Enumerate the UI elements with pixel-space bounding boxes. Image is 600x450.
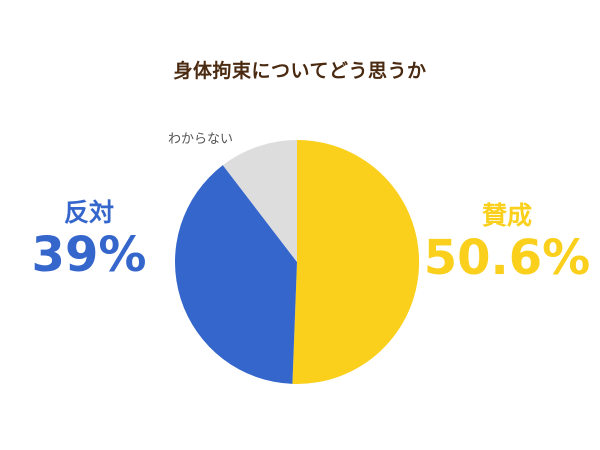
slice-label-agree: 賛成 50.6% <box>422 203 592 282</box>
slice-percent-agree: 50.6% <box>423 230 591 286</box>
slice-label-oppose: 反対 39% <box>14 200 164 279</box>
pie-slice-unsure <box>222 140 297 262</box>
slice-name-agree: 賛成 <box>481 201 532 230</box>
slice-name-oppose: 反対 <box>63 198 114 227</box>
pie-slice-agree <box>292 139 420 384</box>
pie-slices <box>174 139 420 384</box>
chart-title: 身体拘束についてどう思うか <box>173 60 427 82</box>
pie-slice-oppose <box>174 165 297 384</box>
slice-percent-oppose: 39% <box>31 227 147 283</box>
slice-label-unsure: わからない <box>168 132 234 147</box>
